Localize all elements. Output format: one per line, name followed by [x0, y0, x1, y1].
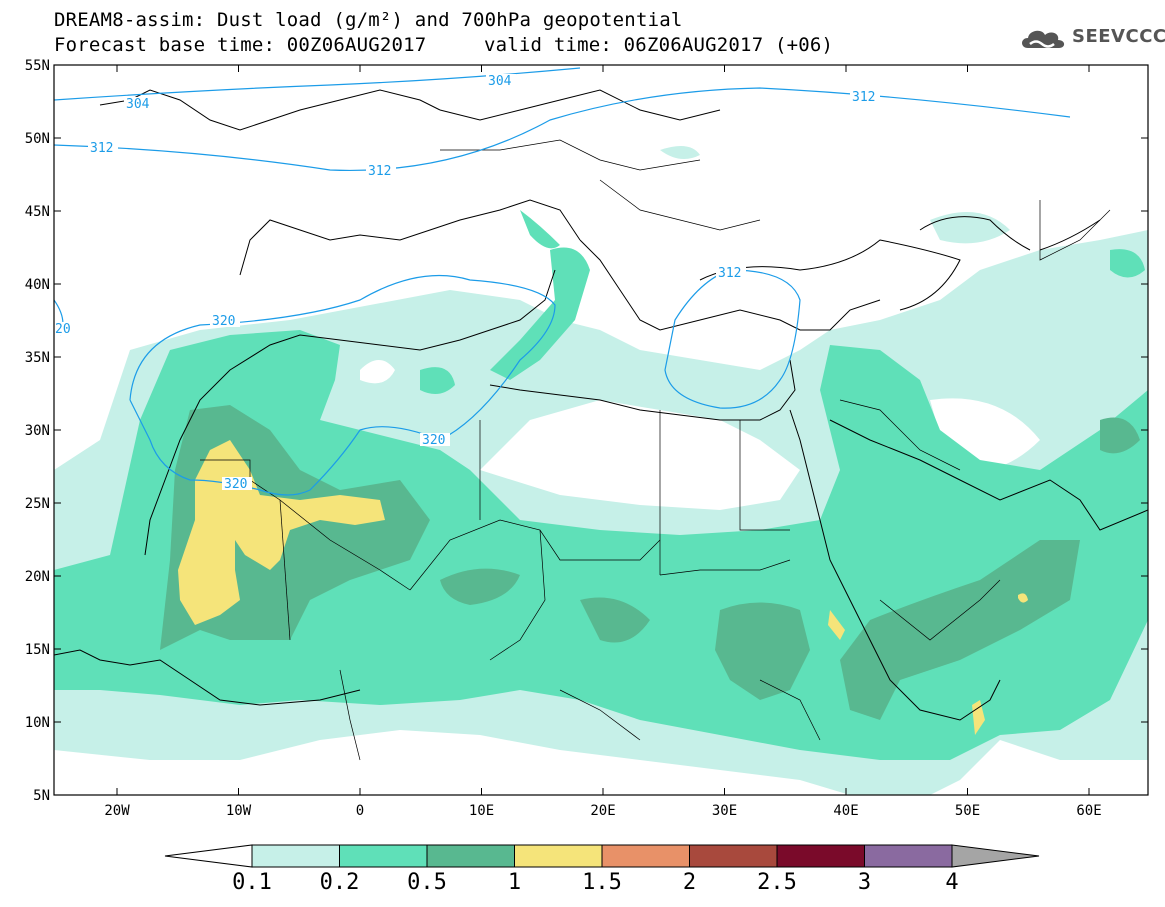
lon-tick-label: 60E — [1076, 803, 1101, 819]
contour-label: 312 — [368, 164, 391, 179]
lat-tick-label: 55N — [25, 58, 50, 74]
lat-tick-label: 50N — [25, 131, 50, 147]
logo-text: SEEVCCC — [1072, 26, 1165, 47]
map-subtitle: Forecast base time: 00Z06AUG2017 valid ti… — [54, 34, 833, 56]
lat-tick-label: 30N — [25, 423, 50, 439]
lat-tick-label: 45N — [25, 204, 50, 220]
lon-tick-label: 20W — [104, 803, 130, 819]
colorbar-swatch — [339, 844, 428, 868]
contour-label: 320 — [422, 433, 445, 448]
colorbar-label: 0.5 — [407, 870, 447, 895]
lon-tick-label: 30E — [712, 803, 737, 819]
lon-tick-label: 10W — [226, 803, 252, 819]
lon-tick-label: 40E — [833, 803, 858, 819]
contour-label: 312 — [718, 266, 741, 281]
longitude-axis: 20W 10W 0 10E 20E 30E 40E 50E 60E — [104, 65, 1102, 819]
contour-label: 320 — [212, 314, 235, 329]
colorbar-label: 1.5 — [582, 870, 622, 895]
colorbar-arrow-high — [951, 844, 1040, 868]
contour-label: 320 — [224, 477, 247, 492]
colorbar-label: 3 — [858, 870, 871, 895]
lat-tick-label: 15N — [25, 642, 50, 658]
contour-label: 312 — [852, 90, 875, 105]
lat-tick-label: 20N — [25, 569, 50, 585]
colorbar-swatch — [689, 844, 778, 868]
seevccc-logo: SEEVCCC — [1018, 24, 1165, 54]
colorbar-swatch — [514, 844, 603, 868]
colorbar-arrow-low — [164, 844, 253, 868]
lon-tick-label: 50E — [955, 803, 980, 819]
lon-tick-label: 0 — [356, 803, 364, 819]
colorbar-label: 4 — [945, 870, 958, 895]
lat-tick-label: 25N — [25, 496, 50, 512]
valid-time: valid time: 06Z06AUG2017 (+06) — [484, 34, 834, 56]
lat-tick-label: 5N — [33, 788, 50, 804]
latitude-axis: 55N 50N 45N 40N 35N 30N 25N 20N 15N 10N 5N — [25, 58, 1148, 804]
colorbar-label: 1 — [508, 870, 521, 895]
contour-label: 312 — [90, 141, 113, 156]
contour-label: 304 — [488, 74, 512, 89]
cloud-icon — [1022, 30, 1065, 48]
contour-labels: 304 304 312 312 312 312 320 320 320 20 — [54, 74, 880, 492]
colorbar-swatch — [251, 844, 340, 868]
lon-tick-label: 20E — [590, 803, 615, 819]
colorbar-label: 0.1 — [232, 870, 272, 895]
lat-tick-label: 40N — [25, 277, 50, 293]
map-area: 304 304 312 312 312 312 320 320 320 20 — [54, 65, 1148, 795]
colorbar: 0.1 0.2 0.5 1 1.5 2 2.5 3 4 — [164, 844, 1040, 895]
contour-label: 20 — [55, 322, 71, 337]
coastlines — [54, 89, 1148, 721]
contour-label: 304 — [126, 97, 150, 112]
map-title: DREAM8-assim: Dust load (g/m²) and 700hP… — [54, 9, 683, 31]
colorbar-label: 2 — [683, 870, 696, 895]
colorbar-label: 0.2 — [320, 870, 360, 895]
colorbar-label: 2.5 — [757, 870, 797, 895]
colorbar-swatch — [601, 844, 690, 868]
colorbar-swatch — [864, 844, 953, 868]
colorbar-swatch — [426, 844, 515, 868]
lat-tick-label: 10N — [25, 715, 50, 731]
lon-tick-label: 10E — [469, 803, 494, 819]
lat-tick-label: 35N — [25, 350, 50, 366]
base-time: Forecast base time: 00Z06AUG2017 — [54, 34, 427, 56]
country-borders — [200, 139, 1111, 761]
colorbar-swatch — [776, 844, 865, 868]
